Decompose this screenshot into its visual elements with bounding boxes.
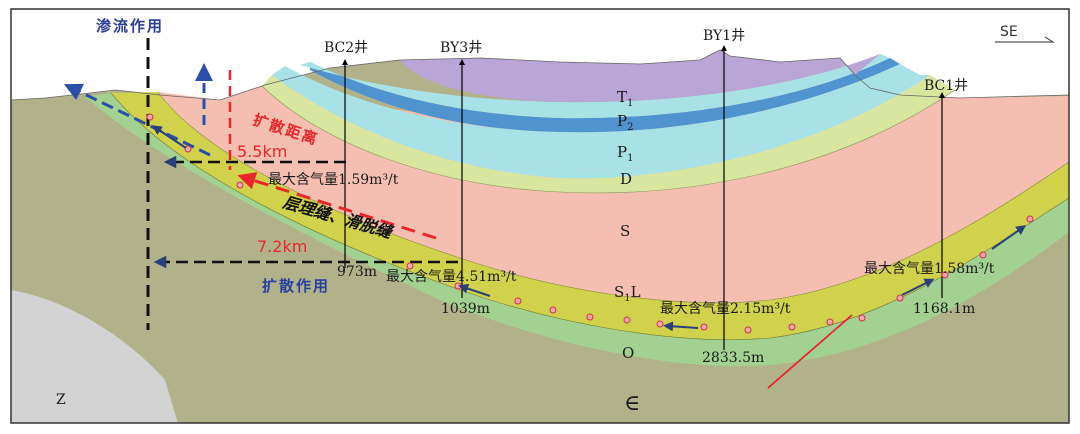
seepage-label: 渗流作用 (96, 17, 164, 35)
orientation-label: SE (1000, 24, 1018, 40)
gas-sample-dots (146, 113, 1034, 334)
distance-7-2km: 7.2km (257, 237, 307, 256)
well-depth-BY1: 2833.5m (702, 350, 764, 366)
devonian-D-layer (262, 75, 955, 193)
figure-frame (10, 8, 1070, 424)
formation-label-D: D (620, 170, 632, 188)
triassic-T1-layer (400, 50, 880, 103)
well-name-BY1: BY1井 (703, 28, 745, 44)
distance-5-5km: 5.5km (237, 142, 287, 161)
terrain-outline (11, 49, 1069, 101)
well-depth-BC2: 973m (337, 264, 377, 280)
formation-label-S1L: S1L (614, 283, 641, 304)
formation-label-O: O (622, 344, 634, 362)
orientation-indicator: SE (995, 24, 1056, 43)
permian-P2-layer (310, 58, 900, 133)
seepage-arrow-left (63, 83, 211, 157)
well-name-BC2: BC2井 (324, 40, 368, 56)
orientation-arrow-icon (995, 36, 1056, 43)
permian-P1-layer (272, 66, 930, 179)
formation-label-Z: Z (56, 392, 66, 408)
basement-Z-layer (11, 290, 178, 423)
formation-label-S: S (620, 222, 630, 240)
gas-content-BY3: 最大含气量4.51m³/t (386, 269, 517, 285)
well-name-BC1: BC1井 (924, 78, 968, 94)
well-depth-BY3: 1039m (441, 301, 490, 317)
migration-arrows (151, 125, 1027, 332)
red-migration-arrow (237, 172, 437, 240)
well-depth-BC1: 1168.1m (913, 301, 975, 317)
formation-label-P1: P1 (617, 143, 633, 164)
formation-label-cambrian: ∈ (624, 391, 640, 416)
fault-line (767, 314, 853, 389)
gas-content-BC1: 最大含气量1.58m³/t (864, 261, 995, 277)
formation-label-P2: P2 (617, 112, 633, 133)
well-name-BY3: BY3井 (440, 40, 482, 56)
gas-content-BY1: 最大含气量2.15m³/t (660, 301, 791, 317)
silurian-longmaxi-S1L-layer (111, 92, 1069, 340)
gas-content-BC2: 最大含气量1.59m³/t (268, 172, 399, 188)
diffusion-action-label: 扩散作用 (262, 277, 330, 295)
formation-label-T1: T1 (617, 88, 633, 109)
